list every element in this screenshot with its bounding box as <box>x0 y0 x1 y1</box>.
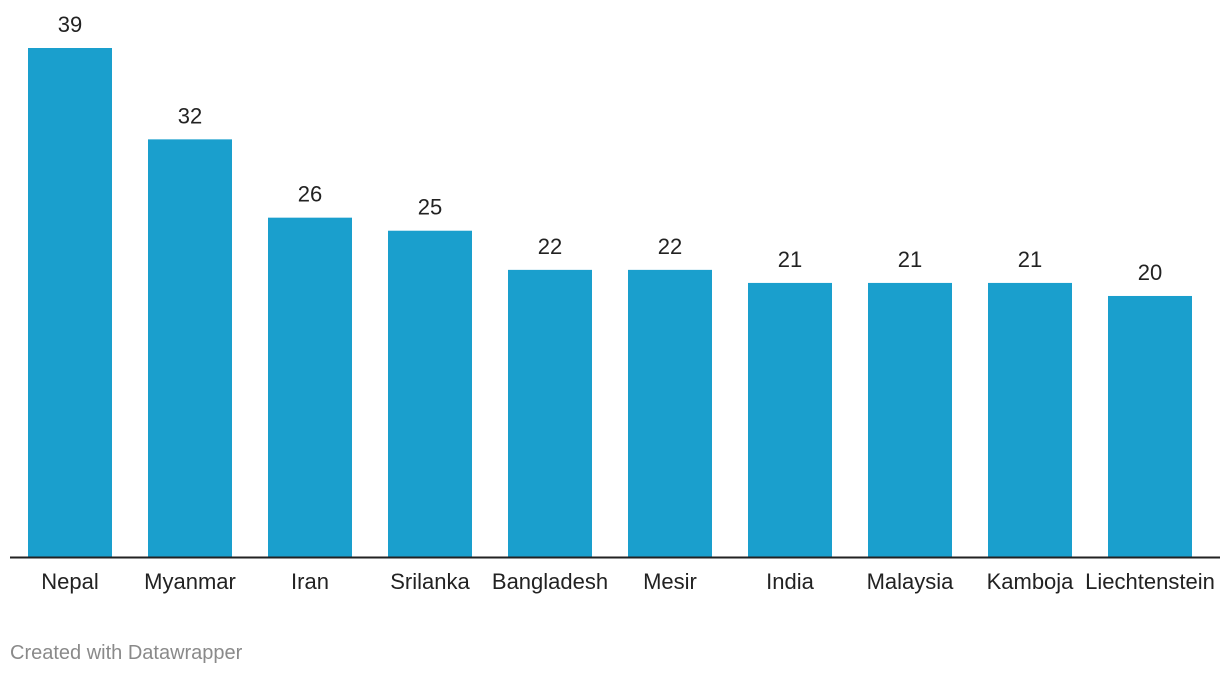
category-label-liechtenstein: Liechtenstein <box>1085 569 1215 594</box>
value-label-myanmar: 32 <box>178 103 202 128</box>
category-label-iran: Iran <box>291 569 329 594</box>
value-label-kamboja: 21 <box>1018 247 1042 272</box>
bars-group <box>28 48 1192 557</box>
category-label-nepal: Nepal <box>41 569 98 594</box>
bar-chart: 39 32 26 25 22 22 21 21 21 20 Nepal Myanmar Iran Sri… <box>10 12 1220 594</box>
category-label-myanmar: Myanmar <box>144 569 236 594</box>
bar-india <box>748 282 832 557</box>
bar-malaysia <box>868 282 952 557</box>
category-label-malaysia: Malaysia <box>867 569 955 594</box>
bar-mesir <box>628 269 712 557</box>
bar-iran <box>268 217 352 557</box>
bar-kamboja <box>988 282 1072 557</box>
category-labels-group: Nepal Myanmar Iran Srilanka Bangladesh Mesir I… <box>41 569 1215 594</box>
value-label-bangladesh: 22 <box>538 234 562 259</box>
category-label-bangladesh: Bangladesh <box>492 569 608 594</box>
value-labels-group: 39 32 26 25 22 22 21 21 21 20 <box>58 12 1162 285</box>
category-label-india: India <box>766 569 814 594</box>
value-label-malaysia: 21 <box>898 247 922 272</box>
bar-liechtenstein <box>1108 295 1192 557</box>
value-label-srilanka: 25 <box>418 195 442 220</box>
bar-myanmar <box>148 139 232 557</box>
value-label-iran: 26 <box>298 182 322 207</box>
bar-srilanka <box>388 230 472 557</box>
value-label-nepal: 39 <box>58 12 82 37</box>
bar-nepal <box>28 48 112 557</box>
category-label-srilanka: Srilanka <box>390 569 470 594</box>
value-label-mesir: 22 <box>658 234 682 259</box>
category-label-kamboja: Kamboja <box>987 569 1075 594</box>
value-label-india: 21 <box>778 247 802 272</box>
bar-bangladesh <box>508 269 592 557</box>
footer-credit: Created with Datawrapper <box>10 642 243 664</box>
value-label-liechtenstein: 20 <box>1138 260 1162 285</box>
category-label-mesir: Mesir <box>643 569 697 594</box>
